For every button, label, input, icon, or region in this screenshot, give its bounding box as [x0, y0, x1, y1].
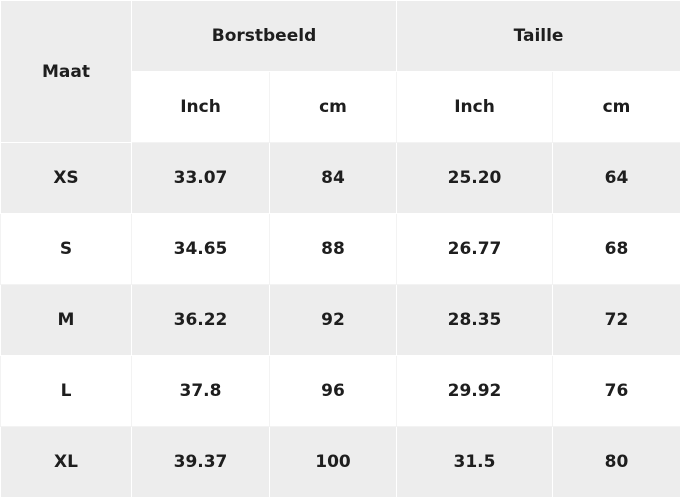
header-cell: cm	[551, 71, 680, 143]
table-cell: XS	[0, 142, 132, 214]
table-cell: 64	[551, 142, 680, 214]
table-cell: 31.5	[396, 426, 553, 498]
header-cell: Maat	[0, 0, 132, 143]
table-cell: L	[0, 355, 132, 427]
header-row: Inch cm Inch cm	[1, 71, 680, 143]
table-cell: 96	[269, 355, 397, 427]
header-cell: Taille	[395, 0, 680, 72]
table-cell: 25.20	[396, 142, 553, 214]
header-cell: Inch	[131, 71, 270, 143]
table-cell: 76	[551, 355, 680, 427]
table-cell: 34.65	[131, 213, 270, 285]
table-cell: 68	[551, 213, 680, 285]
header-row: Maat Borstbeeld Taille	[0, 0, 680, 143]
table-cell: 88	[269, 213, 397, 285]
table-row: M 36.22 92 28.35 72	[0, 284, 680, 356]
table-cell: 72	[551, 284, 680, 356]
table-cell: 28.35	[396, 284, 553, 356]
table-cell: 36.22	[131, 284, 270, 356]
table-cell: 33.07	[131, 142, 270, 214]
table-cell: 37.8	[131, 355, 270, 427]
table-cell: 84	[269, 142, 397, 214]
header-cell: cm	[269, 71, 397, 143]
table-cell: S	[0, 213, 132, 285]
table-row: S 34.65 88 26.77 68	[0, 213, 680, 285]
table-cell: 92	[269, 284, 397, 356]
table-cell: M	[0, 284, 132, 356]
table-cell: 29.92	[396, 355, 553, 427]
table-cell: XL	[0, 426, 132, 498]
table-cell: 26.77	[396, 213, 553, 285]
table-cell: 39.37	[131, 426, 270, 498]
table-row: L 37.8 96 29.92 76	[0, 355, 680, 427]
table-row: XL 39.37 100 31.5 80	[0, 426, 680, 498]
table-row: XS 33.07 84 25.20 64	[0, 142, 680, 214]
header-cell: Inch	[396, 71, 553, 143]
header-cell: Borstbeeld	[131, 0, 397, 72]
table-cell: 100	[269, 426, 397, 498]
table-cell: 80	[551, 426, 680, 498]
